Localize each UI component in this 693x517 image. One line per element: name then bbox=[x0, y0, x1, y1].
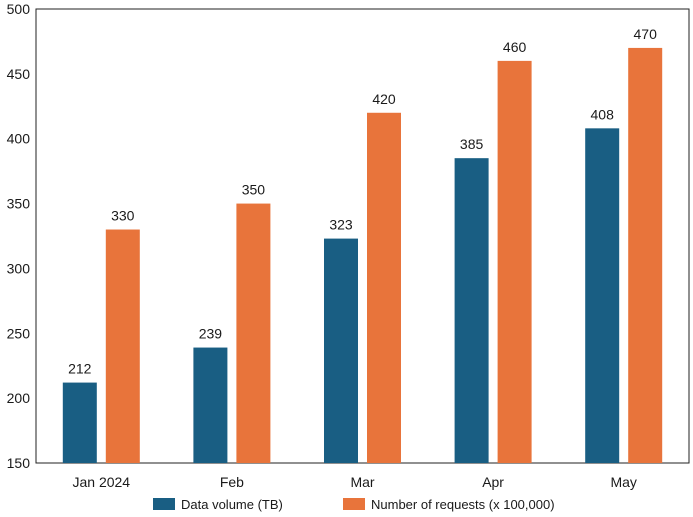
data-label: 239 bbox=[199, 326, 223, 342]
y-tick-label: 450 bbox=[7, 66, 31, 82]
bar-data-volume bbox=[62, 382, 97, 463]
legend-label: Data volume (TB) bbox=[181, 497, 283, 512]
bar-data-volume bbox=[454, 158, 489, 463]
data-label: 212 bbox=[68, 361, 92, 377]
y-tick-label: 400 bbox=[7, 131, 31, 147]
data-label: 408 bbox=[591, 106, 615, 122]
bar-requests bbox=[105, 229, 140, 463]
y-axis: 150 200 250 300 350 400 450 500 bbox=[7, 1, 31, 471]
x-tick-label: Apr bbox=[482, 474, 504, 490]
bar-data-volume bbox=[585, 128, 620, 463]
bar-requests bbox=[628, 47, 663, 464]
legend-label: Number of requests (x 100,000) bbox=[371, 497, 555, 512]
y-tick-label: 200 bbox=[7, 390, 31, 406]
y-tick-label: 500 bbox=[7, 1, 31, 17]
bar-data-volume bbox=[193, 347, 228, 463]
data-label: 330 bbox=[111, 208, 135, 224]
x-tick-label: May bbox=[610, 474, 636, 490]
legend-swatch bbox=[153, 498, 175, 510]
data-label: 470 bbox=[634, 26, 658, 42]
bar-requests bbox=[497, 60, 532, 464]
bar-requests bbox=[367, 112, 401, 464]
data-label: 460 bbox=[503, 39, 527, 55]
data-label: 350 bbox=[242, 182, 266, 198]
y-tick-label: 300 bbox=[7, 260, 31, 276]
x-tick-label: Mar bbox=[350, 474, 374, 490]
x-tick-label: Jan 2024 bbox=[72, 474, 130, 490]
legend-swatch bbox=[343, 498, 365, 510]
bars: 212 330 239 350 323 420 385 460 408 470 bbox=[62, 26, 663, 464]
y-tick-label: 250 bbox=[7, 325, 31, 341]
bar-data-volume bbox=[324, 238, 358, 463]
y-tick-label: 350 bbox=[7, 196, 31, 212]
y-tick-label: 150 bbox=[7, 455, 31, 471]
plot-area bbox=[35, 8, 690, 464]
bar-requests bbox=[236, 203, 271, 464]
x-axis: Jan 2024 Feb Mar Apr May bbox=[72, 474, 636, 490]
data-label: 420 bbox=[372, 91, 396, 107]
data-label: 323 bbox=[329, 217, 353, 233]
legend: Data volume (TB) Number of requests (x 10… bbox=[153, 497, 555, 512]
data-label: 385 bbox=[460, 136, 484, 152]
x-tick-label: Feb bbox=[220, 474, 244, 490]
